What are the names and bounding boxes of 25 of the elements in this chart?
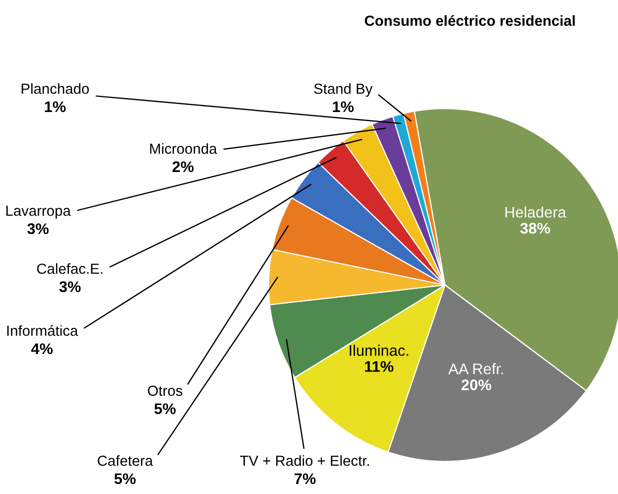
slice-label: Iluminac. bbox=[350, 344, 408, 356]
data-label: 1% bbox=[44, 101, 66, 112]
slice-label: Planchado bbox=[22, 83, 89, 94]
data-label: 20% bbox=[462, 379, 492, 390]
data-label: 3% bbox=[27, 223, 49, 234]
data-label: 5% bbox=[114, 473, 136, 484]
data-label: 1% bbox=[332, 101, 354, 112]
data-label: 3% bbox=[59, 281, 81, 292]
data-label: 4% bbox=[31, 343, 53, 354]
slice-label: Cafetera bbox=[98, 455, 153, 466]
slice-label: AA Refr. bbox=[448, 363, 503, 374]
data-label: 2% bbox=[172, 161, 194, 172]
slice-label: TV + Radio + Electr. bbox=[240, 455, 369, 466]
data-label: 38% bbox=[520, 222, 550, 234]
data-label: 5% bbox=[154, 403, 176, 414]
slice-label: Lavarropa bbox=[6, 206, 71, 219]
slice-label: Heladera bbox=[505, 206, 566, 218]
chart-title: Consumo eléctrico residencial bbox=[364, 15, 575, 26]
slice-label: Microonda bbox=[150, 143, 218, 154]
slice-label: Calefac.E. bbox=[37, 263, 102, 274]
slice-label: Informática bbox=[7, 325, 78, 336]
data-label: 11% bbox=[365, 361, 394, 372]
data-label: 7% bbox=[294, 473, 316, 484]
slice-label: Stand By bbox=[314, 83, 373, 97]
slice-label: Otros bbox=[148, 386, 182, 396]
